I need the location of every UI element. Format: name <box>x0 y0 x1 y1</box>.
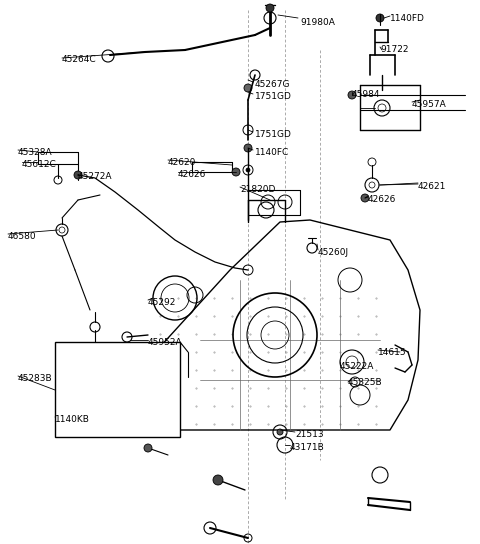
Text: 1751GD: 1751GD <box>255 130 292 139</box>
Text: 45952A: 45952A <box>148 338 182 347</box>
Text: 45325B: 45325B <box>348 378 383 387</box>
Text: 91722: 91722 <box>380 45 408 54</box>
Text: 42626: 42626 <box>178 170 206 179</box>
Text: 45283B: 45283B <box>18 374 53 383</box>
Circle shape <box>232 168 240 176</box>
Text: 21820D: 21820D <box>240 185 276 194</box>
Text: 14615: 14615 <box>378 348 407 357</box>
Text: 1140FD: 1140FD <box>390 14 425 23</box>
Text: 42626: 42626 <box>368 195 396 204</box>
Circle shape <box>376 14 384 22</box>
Circle shape <box>213 475 223 485</box>
Text: 45292: 45292 <box>148 298 176 307</box>
Circle shape <box>277 429 283 435</box>
Text: 43171B: 43171B <box>290 443 325 452</box>
Circle shape <box>74 171 82 179</box>
Circle shape <box>361 194 369 202</box>
Text: 42621: 42621 <box>418 182 446 191</box>
Circle shape <box>266 4 274 12</box>
Bar <box>55 342 180 437</box>
Text: 45222A: 45222A <box>340 362 374 371</box>
Text: 45260J: 45260J <box>318 248 349 257</box>
Text: 45957A: 45957A <box>412 100 447 109</box>
Text: 1140KB: 1140KB <box>55 415 90 424</box>
Text: 1751GD: 1751GD <box>255 92 292 101</box>
Circle shape <box>244 144 252 152</box>
Text: 45267G: 45267G <box>255 80 290 89</box>
Text: 45612C: 45612C <box>22 160 57 169</box>
Text: 45328A: 45328A <box>18 148 53 157</box>
Circle shape <box>348 91 356 99</box>
Text: 91980A: 91980A <box>300 18 335 27</box>
Text: 46580: 46580 <box>8 232 36 241</box>
Text: 42620: 42620 <box>168 158 196 167</box>
Text: 45272A: 45272A <box>78 172 112 181</box>
Text: 45984: 45984 <box>352 90 381 99</box>
Circle shape <box>244 84 252 92</box>
Text: 21513: 21513 <box>295 430 324 439</box>
Circle shape <box>144 444 152 452</box>
Polygon shape <box>148 220 420 430</box>
Text: 45264C: 45264C <box>62 55 96 64</box>
Circle shape <box>246 168 250 172</box>
Text: 1140FC: 1140FC <box>255 148 289 157</box>
